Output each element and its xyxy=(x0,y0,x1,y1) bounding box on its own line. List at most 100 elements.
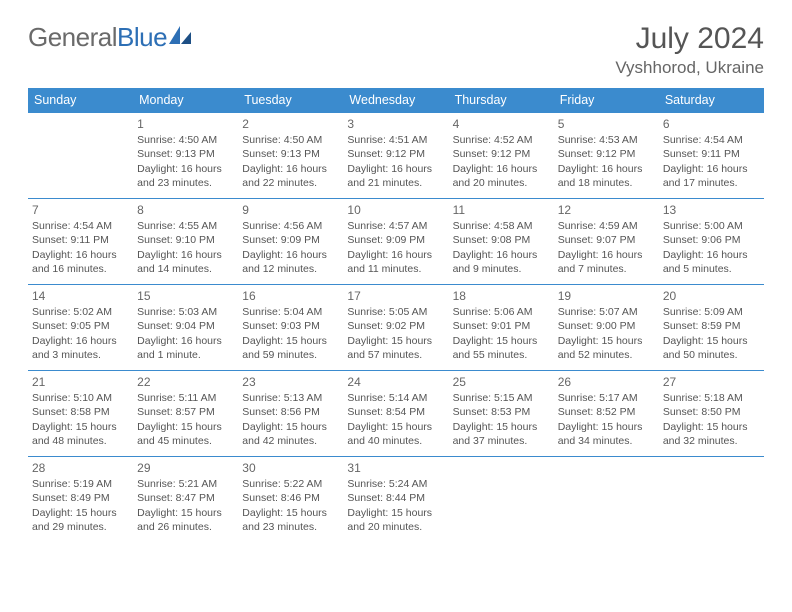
sunset-line: Sunset: 8:46 PM xyxy=(242,491,339,505)
daylight-line: Daylight: 16 hours and 17 minutes. xyxy=(663,162,760,190)
daylight-line: Daylight: 15 hours and 55 minutes. xyxy=(453,334,550,362)
sunrise-line: Sunrise: 5:07 AM xyxy=(558,305,655,319)
day-number: 13 xyxy=(663,202,760,218)
sunrise-line: Sunrise: 4:59 AM xyxy=(558,219,655,233)
daylight-line: Daylight: 15 hours and 37 minutes. xyxy=(453,420,550,448)
daylight-line: Daylight: 16 hours and 12 minutes. xyxy=(242,248,339,276)
sunrise-line: Sunrise: 5:17 AM xyxy=(558,391,655,405)
empty-cell xyxy=(659,457,764,543)
weekday-header: Tuesday xyxy=(238,88,343,113)
sunset-line: Sunset: 9:11 PM xyxy=(663,147,760,161)
day-cell: 27Sunrise: 5:18 AMSunset: 8:50 PMDayligh… xyxy=(659,371,764,457)
day-cell: 13Sunrise: 5:00 AMSunset: 9:06 PMDayligh… xyxy=(659,199,764,285)
day-cell: 11Sunrise: 4:58 AMSunset: 9:08 PMDayligh… xyxy=(449,199,554,285)
sunset-line: Sunset: 9:09 PM xyxy=(242,233,339,247)
day-number: 12 xyxy=(558,202,655,218)
logo: GeneralBlue xyxy=(28,22,191,53)
sunrise-line: Sunrise: 5:21 AM xyxy=(137,477,234,491)
day-cell: 26Sunrise: 5:17 AMSunset: 8:52 PMDayligh… xyxy=(554,371,659,457)
weekday-row: SundayMondayTuesdayWednesdayThursdayFrid… xyxy=(28,88,764,113)
daylight-line: Daylight: 16 hours and 21 minutes. xyxy=(347,162,444,190)
daylight-line: Daylight: 15 hours and 52 minutes. xyxy=(558,334,655,362)
day-number: 8 xyxy=(137,202,234,218)
weekday-header: Thursday xyxy=(449,88,554,113)
sunrise-line: Sunrise: 5:13 AM xyxy=(242,391,339,405)
sunset-line: Sunset: 9:04 PM xyxy=(137,319,234,333)
title-block: July 2024 Vyshhorod, Ukraine xyxy=(615,22,764,78)
sunset-line: Sunset: 9:10 PM xyxy=(137,233,234,247)
day-number: 14 xyxy=(32,288,129,304)
daylight-line: Daylight: 16 hours and 11 minutes. xyxy=(347,248,444,276)
sunset-line: Sunset: 8:56 PM xyxy=(242,405,339,419)
sunset-line: Sunset: 8:53 PM xyxy=(453,405,550,419)
sunrise-line: Sunrise: 4:54 AM xyxy=(32,219,129,233)
sunset-line: Sunset: 9:07 PM xyxy=(558,233,655,247)
sunset-line: Sunset: 9:13 PM xyxy=(137,147,234,161)
day-number: 6 xyxy=(663,116,760,132)
sunrise-line: Sunrise: 5:14 AM xyxy=(347,391,444,405)
day-number: 23 xyxy=(242,374,339,390)
sunrise-line: Sunrise: 5:02 AM xyxy=(32,305,129,319)
day-number: 22 xyxy=(137,374,234,390)
sunrise-line: Sunrise: 4:57 AM xyxy=(347,219,444,233)
daylight-line: Daylight: 15 hours and 23 minutes. xyxy=(242,506,339,534)
sunset-line: Sunset: 9:11 PM xyxy=(32,233,129,247)
sunset-line: Sunset: 9:03 PM xyxy=(242,319,339,333)
daylight-line: Daylight: 15 hours and 29 minutes. xyxy=(32,506,129,534)
sunrise-line: Sunrise: 4:53 AM xyxy=(558,133,655,147)
daylight-line: Daylight: 16 hours and 22 minutes. xyxy=(242,162,339,190)
sunrise-line: Sunrise: 5:11 AM xyxy=(137,391,234,405)
sunrise-line: Sunrise: 5:24 AM xyxy=(347,477,444,491)
sunrise-line: Sunrise: 4:54 AM xyxy=(663,133,760,147)
day-cell: 25Sunrise: 5:15 AMSunset: 8:53 PMDayligh… xyxy=(449,371,554,457)
day-number: 27 xyxy=(663,374,760,390)
location: Vyshhorod, Ukraine xyxy=(615,58,764,78)
day-cell: 9Sunrise: 4:56 AMSunset: 9:09 PMDaylight… xyxy=(238,199,343,285)
sunset-line: Sunset: 8:59 PM xyxy=(663,319,760,333)
day-number: 31 xyxy=(347,460,444,476)
weekday-header: Sunday xyxy=(28,88,133,113)
daylight-line: Daylight: 15 hours and 26 minutes. xyxy=(137,506,234,534)
day-cell: 18Sunrise: 5:06 AMSunset: 9:01 PMDayligh… xyxy=(449,285,554,371)
sunrise-line: Sunrise: 5:04 AM xyxy=(242,305,339,319)
sunset-line: Sunset: 8:47 PM xyxy=(137,491,234,505)
calendar-row: 28Sunrise: 5:19 AMSunset: 8:49 PMDayligh… xyxy=(28,457,764,543)
daylight-line: Daylight: 16 hours and 16 minutes. xyxy=(32,248,129,276)
day-cell: 21Sunrise: 5:10 AMSunset: 8:58 PMDayligh… xyxy=(28,371,133,457)
daylight-line: Daylight: 15 hours and 59 minutes. xyxy=(242,334,339,362)
day-cell: 20Sunrise: 5:09 AMSunset: 8:59 PMDayligh… xyxy=(659,285,764,371)
calendar-table: SundayMondayTuesdayWednesdayThursdayFrid… xyxy=(28,88,764,543)
day-number: 9 xyxy=(242,202,339,218)
day-cell: 29Sunrise: 5:21 AMSunset: 8:47 PMDayligh… xyxy=(133,457,238,543)
sunrise-line: Sunrise: 5:15 AM xyxy=(453,391,550,405)
day-number: 2 xyxy=(242,116,339,132)
day-number: 15 xyxy=(137,288,234,304)
daylight-line: Daylight: 15 hours and 57 minutes. xyxy=(347,334,444,362)
day-cell: 3Sunrise: 4:51 AMSunset: 9:12 PMDaylight… xyxy=(343,113,448,199)
day-cell: 6Sunrise: 4:54 AMSunset: 9:11 PMDaylight… xyxy=(659,113,764,199)
sunset-line: Sunset: 8:58 PM xyxy=(32,405,129,419)
empty-cell xyxy=(449,457,554,543)
day-cell: 1Sunrise: 4:50 AMSunset: 9:13 PMDaylight… xyxy=(133,113,238,199)
sunset-line: Sunset: 8:44 PM xyxy=(347,491,444,505)
sunrise-line: Sunrise: 5:00 AM xyxy=(663,219,760,233)
logo-text-2: Blue xyxy=(117,22,167,53)
day-number: 24 xyxy=(347,374,444,390)
day-cell: 14Sunrise: 5:02 AMSunset: 9:05 PMDayligh… xyxy=(28,285,133,371)
day-number: 3 xyxy=(347,116,444,132)
day-number: 25 xyxy=(453,374,550,390)
day-cell: 12Sunrise: 4:59 AMSunset: 9:07 PMDayligh… xyxy=(554,199,659,285)
sunrise-line: Sunrise: 4:50 AM xyxy=(242,133,339,147)
day-number: 20 xyxy=(663,288,760,304)
sunrise-line: Sunrise: 4:55 AM xyxy=(137,219,234,233)
day-cell: 5Sunrise: 4:53 AMSunset: 9:12 PMDaylight… xyxy=(554,113,659,199)
sunrise-line: Sunrise: 5:06 AM xyxy=(453,305,550,319)
sunset-line: Sunset: 8:50 PM xyxy=(663,405,760,419)
daylight-line: Daylight: 16 hours and 5 minutes. xyxy=(663,248,760,276)
day-cell: 23Sunrise: 5:13 AMSunset: 8:56 PMDayligh… xyxy=(238,371,343,457)
sunset-line: Sunset: 9:08 PM xyxy=(453,233,550,247)
daylight-line: Daylight: 15 hours and 42 minutes. xyxy=(242,420,339,448)
sunrise-line: Sunrise: 5:22 AM xyxy=(242,477,339,491)
day-number: 4 xyxy=(453,116,550,132)
header: GeneralBlue July 2024 Vyshhorod, Ukraine xyxy=(28,22,764,78)
